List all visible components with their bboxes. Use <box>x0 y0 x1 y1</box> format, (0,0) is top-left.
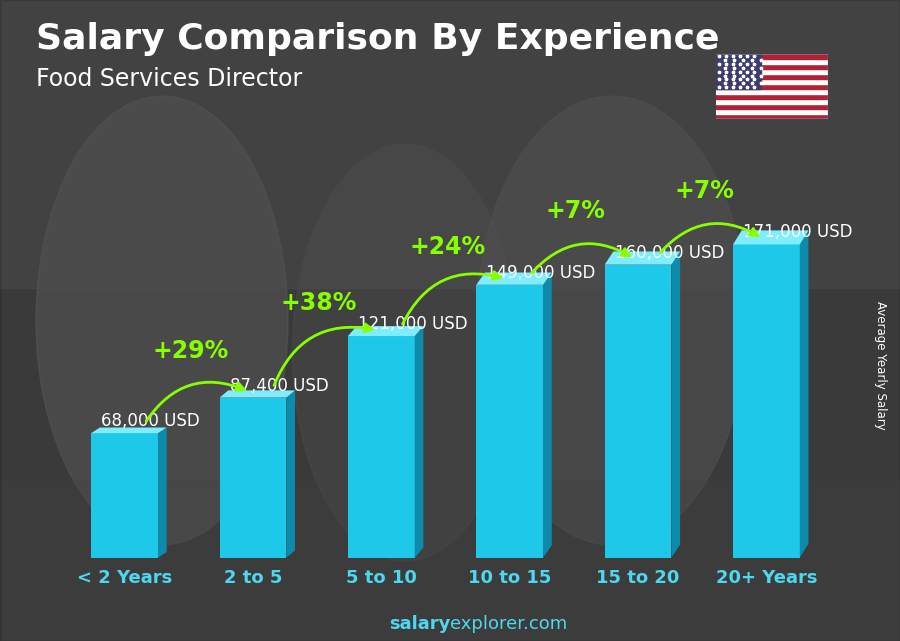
Ellipse shape <box>292 144 518 561</box>
Polygon shape <box>158 428 166 558</box>
Text: 149,000 USD: 149,000 USD <box>486 263 596 281</box>
Bar <box>716 99 828 104</box>
Bar <box>716 84 828 89</box>
Ellipse shape <box>477 96 747 545</box>
Text: 87,400 USD: 87,400 USD <box>230 376 328 394</box>
Text: 68,000 USD: 68,000 USD <box>101 412 200 430</box>
Polygon shape <box>476 285 543 558</box>
Polygon shape <box>671 251 680 558</box>
Bar <box>716 113 828 119</box>
Ellipse shape <box>36 96 288 545</box>
Bar <box>716 60 828 64</box>
Polygon shape <box>733 244 800 558</box>
Text: 160,000 USD: 160,000 USD <box>615 244 724 262</box>
Text: explorer.com: explorer.com <box>450 615 567 633</box>
Text: Food Services Director: Food Services Director <box>36 67 302 91</box>
Text: +38%: +38% <box>281 291 357 315</box>
Bar <box>716 94 828 99</box>
Polygon shape <box>733 230 808 244</box>
Polygon shape <box>91 433 158 558</box>
Polygon shape <box>605 251 680 265</box>
Bar <box>716 104 828 109</box>
Polygon shape <box>220 390 295 397</box>
Text: Average Yearly Salary: Average Yearly Salary <box>874 301 886 429</box>
Bar <box>716 64 828 69</box>
Bar <box>0 481 900 641</box>
Bar <box>716 54 760 89</box>
Polygon shape <box>415 326 423 558</box>
Bar <box>716 89 828 94</box>
Text: +24%: +24% <box>410 235 485 258</box>
Text: 121,000 USD: 121,000 USD <box>358 315 468 333</box>
Polygon shape <box>220 397 286 558</box>
Polygon shape <box>286 390 295 558</box>
Bar <box>716 79 828 84</box>
Polygon shape <box>543 272 552 558</box>
Text: +7%: +7% <box>674 179 734 203</box>
Polygon shape <box>800 230 808 558</box>
Polygon shape <box>605 265 671 558</box>
Polygon shape <box>476 272 552 285</box>
Text: +29%: +29% <box>153 340 229 363</box>
Polygon shape <box>91 428 166 433</box>
Text: salary: salary <box>389 615 450 633</box>
Polygon shape <box>348 326 423 336</box>
Polygon shape <box>348 336 415 558</box>
Bar <box>716 109 828 113</box>
Text: 171,000 USD: 171,000 USD <box>743 224 852 242</box>
Bar <box>716 54 828 60</box>
Text: Salary Comparison By Experience: Salary Comparison By Experience <box>36 22 719 56</box>
Bar <box>716 74 828 79</box>
Text: +7%: +7% <box>545 199 606 223</box>
Bar <box>716 69 828 74</box>
Bar <box>0 0 900 288</box>
